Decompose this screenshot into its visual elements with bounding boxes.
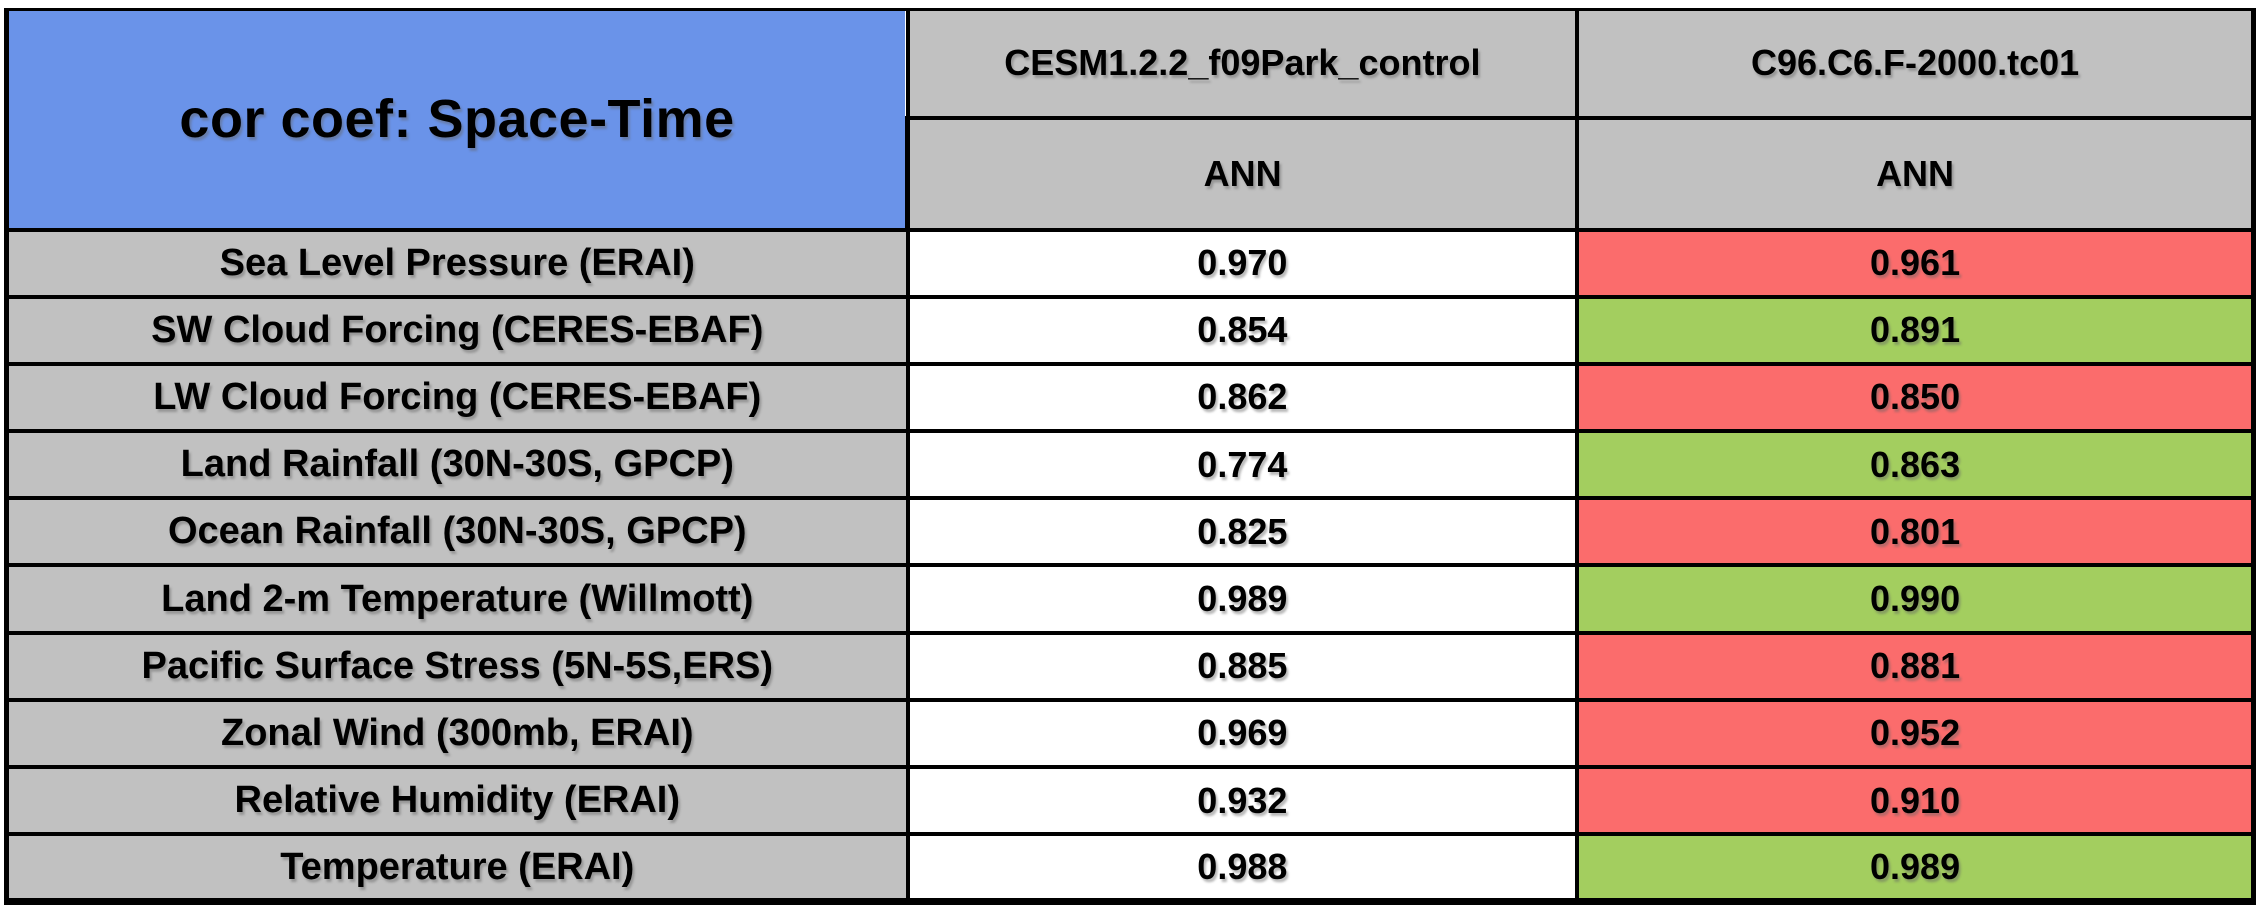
value-cell-control: 0.862 xyxy=(905,361,1580,434)
value-cell-control: 0.989 xyxy=(905,563,1580,635)
value-cell-control: 0.885 xyxy=(905,630,1580,702)
cor-coef-table-container: cor coef: Space-Time CESM1.2.2_f09Park_c… xyxy=(3,8,2257,906)
column-header-season-test: ANN xyxy=(1575,115,2257,232)
row-label: Pacific Surface Stress (5N-5S,ERS) xyxy=(3,630,910,702)
row-label: Zonal Wind (300mb, ERAI) xyxy=(3,697,910,770)
row-label: Land 2-m Temperature (Willmott) xyxy=(3,563,910,635)
value-cell-control: 0.932 xyxy=(905,764,1580,837)
table-row: SW Cloud Forcing (CERES-EBAF) 0.854 0.891 xyxy=(3,294,2257,366)
value-cell-control: 0.774 xyxy=(905,429,1580,501)
cor-coef-table: cor coef: Space-Time CESM1.2.2_f09Park_c… xyxy=(3,8,2257,906)
table-row: LW Cloud Forcing (CERES-EBAF) 0.862 0.850 xyxy=(3,361,2257,434)
row-label: SW Cloud Forcing (CERES-EBAF) xyxy=(3,294,910,366)
value-cell-control: 0.970 xyxy=(905,227,1580,299)
value-cell-test: 0.881 xyxy=(1575,630,2257,702)
value-cell-test: 0.891 xyxy=(1575,294,2257,366)
row-label: Ocean Rainfall (30N-30S, GPCP) xyxy=(3,496,910,568)
value-cell-test: 0.989 xyxy=(1575,832,2257,906)
table-row: Relative Humidity (ERAI) 0.932 0.910 xyxy=(3,764,2257,837)
value-cell-test: 0.850 xyxy=(1575,361,2257,434)
value-cell-test: 0.863 xyxy=(1575,429,2257,501)
table-row: Zonal Wind (300mb, ERAI) 0.969 0.952 xyxy=(3,697,2257,770)
header-row-season: ANN ANN xyxy=(7,115,2257,232)
table-row: Pacific Surface Stress (5N-5S,ERS) 0.885 0… xyxy=(3,630,2257,702)
value-cell-control: 0.969 xyxy=(905,697,1580,770)
table-title: cor coef: Space-Time xyxy=(3,8,910,232)
value-cell-control: 0.988 xyxy=(905,832,1580,906)
row-label: Sea Level Pressure (ERAI) xyxy=(3,227,910,299)
table-row: Temperature (ERAI) 0.988 0.989 xyxy=(3,832,2257,906)
value-cell-test: 0.910 xyxy=(1575,764,2257,837)
value-cell-control: 0.825 xyxy=(905,496,1580,568)
table-row: Ocean Rainfall (30N-30S, GPCP) 0.825 0.801 xyxy=(3,496,2257,568)
column-header-model-control: CESM1.2.2_f09Park_control xyxy=(905,8,1580,120)
row-label: Land Rainfall (30N-30S, GPCP) xyxy=(3,429,910,501)
row-label: Temperature (ERAI) xyxy=(3,832,910,906)
table-row: Sea Level Pressure (ERAI) 0.970 0.961 xyxy=(3,227,2257,299)
value-cell-test: 0.990 xyxy=(1575,563,2257,635)
value-cell-test: 0.952 xyxy=(1575,697,2257,770)
value-cell-test: 0.961 xyxy=(1575,227,2257,299)
row-label: Relative Humidity (ERAI) xyxy=(3,764,910,837)
table-row: Land Rainfall (30N-30S, GPCP) 0.774 0.863 xyxy=(3,429,2257,501)
column-header-model-test: C96.C6.F-2000.tc01 xyxy=(1575,8,2257,120)
value-cell-control: 0.854 xyxy=(905,294,1580,366)
table-row: Land 2-m Temperature (Willmott) 0.989 0.99… xyxy=(3,563,2257,635)
column-header-season-control: ANN xyxy=(905,115,1580,232)
header-row-models: cor coef: Space-Time CESM1.2.2_f09Park_c… xyxy=(3,8,2257,232)
row-label: LW Cloud Forcing (CERES-EBAF) xyxy=(3,361,910,434)
table-body: Sea Level Pressure (ERAI) 0.970 0.961 SW Cl… xyxy=(3,227,2257,906)
value-cell-test: 0.801 xyxy=(1575,496,2257,568)
